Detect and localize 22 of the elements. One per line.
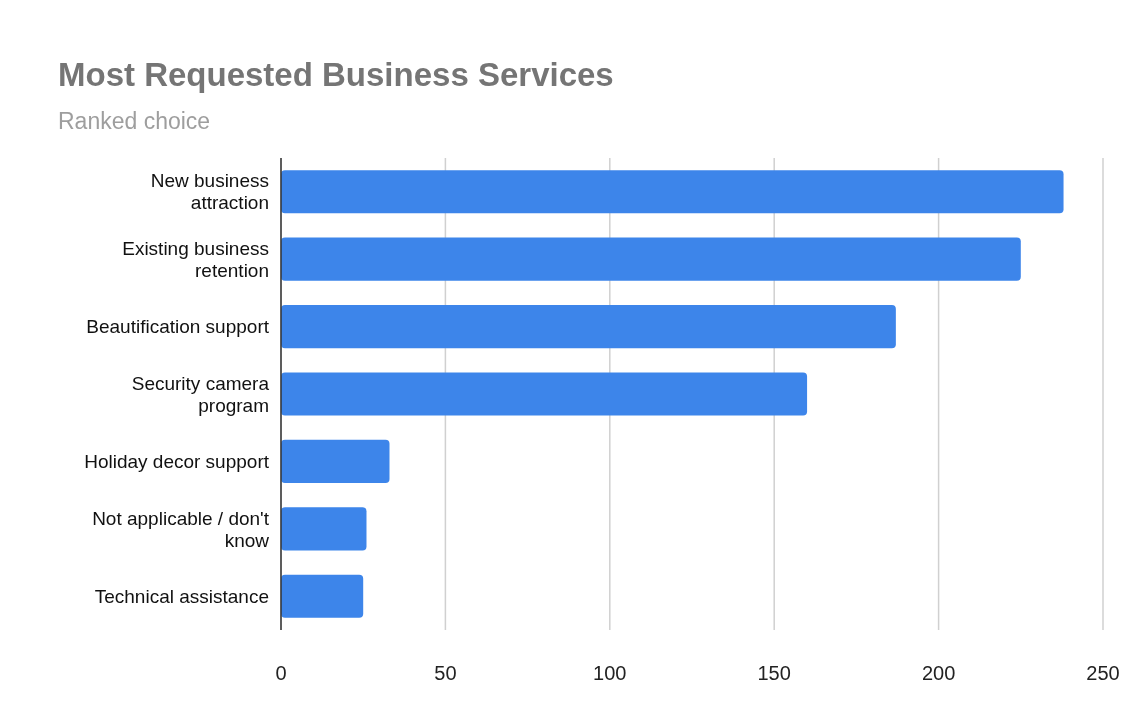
y-tick-label: Security camera program xyxy=(131,372,270,416)
bar xyxy=(281,170,1064,214)
bar xyxy=(281,237,1021,281)
y-tick-label: Beautification support xyxy=(86,316,270,338)
y-tick-label: New business attraction xyxy=(150,170,269,214)
x-tick-label: 150 xyxy=(757,662,791,684)
bar xyxy=(281,304,896,349)
chart-title: Most Requested Business Services xyxy=(58,56,614,93)
x-tick-label: 50 xyxy=(434,662,457,684)
x-tick-label: 250 xyxy=(1086,662,1120,684)
x-tick-label: 200 xyxy=(921,662,956,684)
x-tick-label: 0 xyxy=(275,662,287,684)
bar xyxy=(281,507,367,551)
bar xyxy=(281,574,364,618)
x-tick-label: 100 xyxy=(593,662,627,684)
y-tick-label: Not applicable / don't know xyxy=(92,507,270,551)
y-tick-label: Holiday decor support xyxy=(84,451,270,473)
bar xyxy=(281,439,390,484)
bar xyxy=(281,372,808,416)
y-tick-label: Technical assistance xyxy=(94,585,269,607)
chart-subtitle: Ranked choice xyxy=(58,108,211,134)
y-tick-label: Existing business retention xyxy=(122,237,269,281)
